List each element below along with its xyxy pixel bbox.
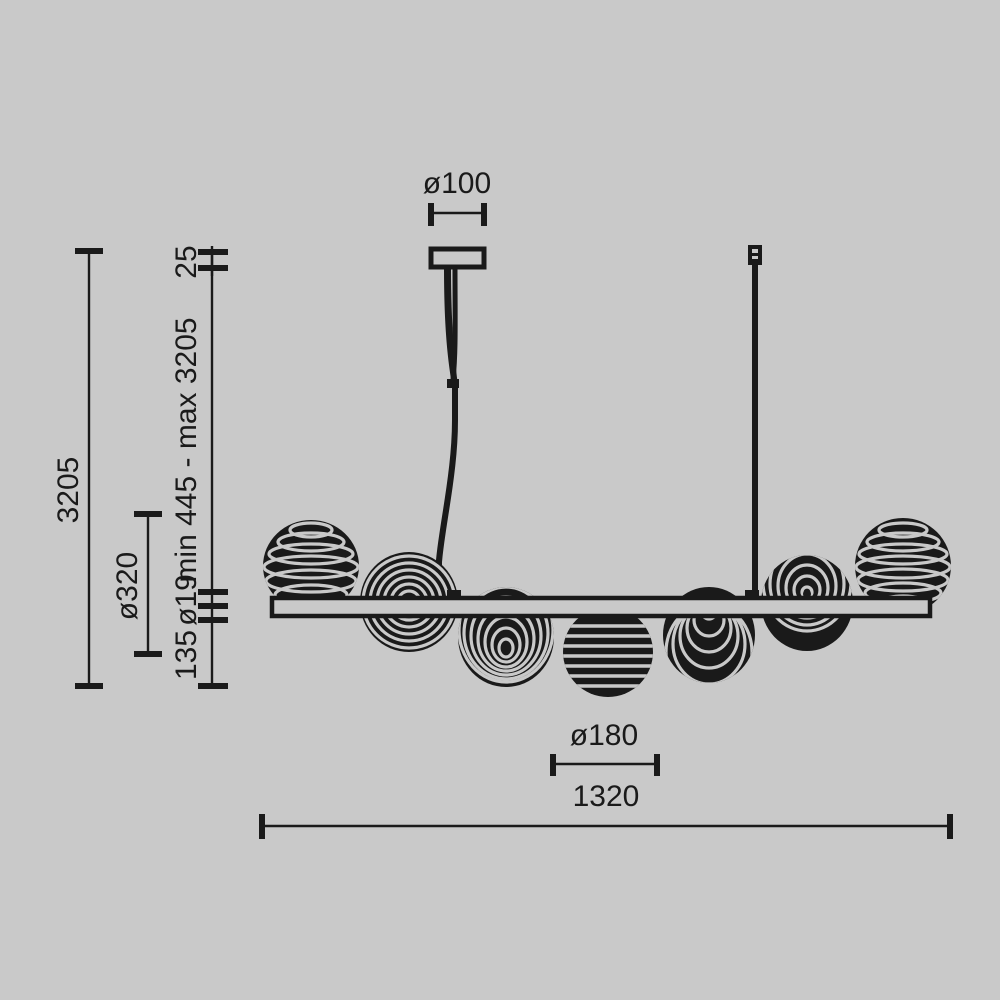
dimension-bar-drop-label: 135	[170, 630, 203, 680]
dimension-canopy-diameter-label: ø100	[423, 167, 491, 200]
suspension-cable-left	[436, 265, 459, 600]
dimension-overall-width: 1320	[259, 780, 953, 839]
dimension-canopy-height-label: 25	[170, 245, 203, 278]
globe-7	[855, 518, 951, 614]
dimension-overall-width-label: 1320	[573, 780, 640, 813]
dimension-small-shade-diameter-label: ø180	[570, 719, 638, 752]
dimension-rod-diameter-label: ø19	[170, 574, 203, 626]
dimension-small-shade-diameter: ø180	[550, 719, 660, 776]
suspension-cable-right	[748, 245, 762, 601]
globe-1	[263, 520, 359, 614]
dimension-overall-height: 3205	[52, 248, 103, 689]
dimension-shade-diameter-label: ø320	[111, 552, 144, 620]
dimension-suspension-range-label: min 445 - max 3205	[170, 317, 203, 582]
cable-gripper	[748, 245, 762, 265]
dimension-overall-height-label: 3205	[52, 457, 85, 524]
globe-4	[563, 600, 653, 697]
dimension-suspension-stack: 25 min 445 - max 3205 ø19 135	[170, 245, 228, 689]
horizontal-bar	[269, 590, 933, 619]
dimension-shade-diameter: ø320	[111, 511, 162, 657]
dimension-canopy-diameter: ø100	[423, 167, 491, 226]
